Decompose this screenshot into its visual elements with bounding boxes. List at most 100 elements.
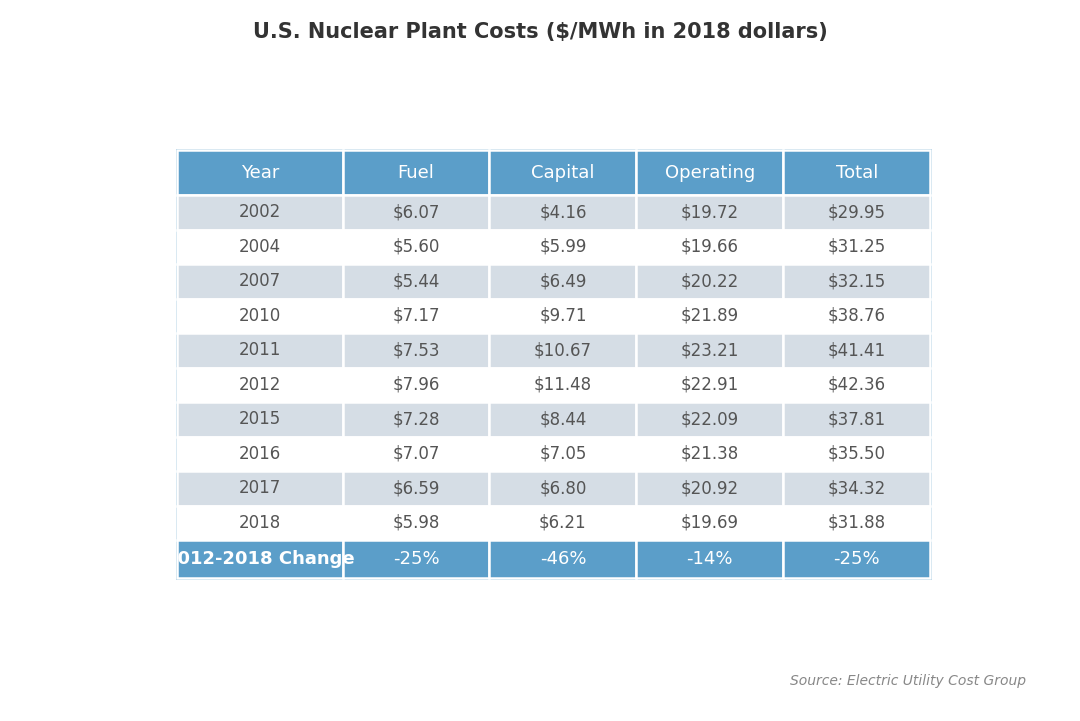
Text: $34.32: $34.32 xyxy=(827,479,886,497)
Bar xyxy=(636,540,783,578)
Text: $7.96: $7.96 xyxy=(392,376,440,394)
Bar xyxy=(636,151,783,195)
Text: $38.76: $38.76 xyxy=(827,307,886,325)
Bar xyxy=(342,298,489,333)
Bar xyxy=(636,505,783,540)
Bar xyxy=(342,472,489,505)
Text: $31.25: $31.25 xyxy=(827,238,886,256)
Text: -14%: -14% xyxy=(687,550,733,568)
Text: 2018: 2018 xyxy=(239,514,281,532)
Bar xyxy=(342,151,489,195)
Bar xyxy=(489,402,636,437)
Bar xyxy=(783,151,930,195)
Bar xyxy=(177,437,342,472)
Bar xyxy=(783,333,930,368)
Text: $21.89: $21.89 xyxy=(680,307,739,325)
Text: $20.92: $20.92 xyxy=(680,479,739,497)
Bar xyxy=(783,298,930,333)
Bar xyxy=(489,298,636,333)
Text: $8.44: $8.44 xyxy=(539,410,586,428)
Text: Year: Year xyxy=(241,164,279,182)
Bar xyxy=(177,368,342,402)
Bar xyxy=(342,333,489,368)
Text: U.S. Nuclear Plant Costs ($/MWh in 2018 dollars): U.S. Nuclear Plant Costs ($/MWh in 2018 … xyxy=(253,22,827,43)
Text: Fuel: Fuel xyxy=(397,164,434,182)
Text: $7.05: $7.05 xyxy=(539,445,586,463)
Bar xyxy=(636,333,783,368)
Bar xyxy=(489,505,636,540)
Text: $31.88: $31.88 xyxy=(827,514,886,532)
Bar xyxy=(489,333,636,368)
Text: $6.80: $6.80 xyxy=(539,479,586,497)
Bar xyxy=(636,195,783,230)
Text: $21.38: $21.38 xyxy=(680,445,739,463)
Bar xyxy=(783,472,930,505)
Text: $7.17: $7.17 xyxy=(392,307,440,325)
Bar xyxy=(342,437,489,472)
Text: $29.95: $29.95 xyxy=(827,203,886,221)
Bar xyxy=(489,151,636,195)
Text: $10.67: $10.67 xyxy=(534,342,592,360)
Text: $19.72: $19.72 xyxy=(680,203,739,221)
Text: $4.16: $4.16 xyxy=(539,203,586,221)
Text: $5.60: $5.60 xyxy=(392,238,440,256)
Text: $23.21: $23.21 xyxy=(680,342,739,360)
Text: Capital: Capital xyxy=(531,164,595,182)
Text: $6.49: $6.49 xyxy=(539,273,586,291)
Text: $5.98: $5.98 xyxy=(392,514,440,532)
Text: $7.28: $7.28 xyxy=(392,410,440,428)
Bar xyxy=(177,505,342,540)
Bar xyxy=(342,230,489,264)
Text: $22.91: $22.91 xyxy=(680,376,739,394)
Bar xyxy=(489,195,636,230)
Text: $7.07: $7.07 xyxy=(392,445,440,463)
Text: $19.66: $19.66 xyxy=(680,238,739,256)
Text: -25%: -25% xyxy=(834,550,880,568)
Text: $42.36: $42.36 xyxy=(827,376,886,394)
Text: Source: Electric Utility Cost Group: Source: Electric Utility Cost Group xyxy=(789,674,1026,689)
Text: 2011: 2011 xyxy=(239,342,281,360)
Text: $6.07: $6.07 xyxy=(392,203,440,221)
Bar xyxy=(783,505,930,540)
Text: $32.15: $32.15 xyxy=(827,273,886,291)
Text: $5.99: $5.99 xyxy=(539,238,586,256)
Bar xyxy=(489,230,636,264)
Bar xyxy=(489,437,636,472)
Bar xyxy=(177,151,342,195)
Bar xyxy=(342,195,489,230)
Bar xyxy=(342,402,489,437)
Bar xyxy=(177,264,342,298)
Bar xyxy=(489,540,636,578)
Text: 2016: 2016 xyxy=(239,445,281,463)
Text: $6.21: $6.21 xyxy=(539,514,586,532)
Bar xyxy=(636,368,783,402)
Text: $37.81: $37.81 xyxy=(827,410,886,428)
Text: -25%: -25% xyxy=(393,550,440,568)
Bar xyxy=(783,230,930,264)
Text: 2012: 2012 xyxy=(239,376,281,394)
Text: 2017: 2017 xyxy=(239,479,281,497)
Text: 2007: 2007 xyxy=(239,273,281,291)
Text: 2002: 2002 xyxy=(239,203,281,221)
Bar xyxy=(783,195,930,230)
Bar xyxy=(636,298,783,333)
Bar xyxy=(783,368,930,402)
Text: Total: Total xyxy=(836,164,878,182)
Text: 2015: 2015 xyxy=(239,410,281,428)
Bar xyxy=(342,264,489,298)
Bar xyxy=(783,264,930,298)
Bar xyxy=(177,402,342,437)
Bar xyxy=(177,540,342,578)
Bar xyxy=(342,540,489,578)
Bar xyxy=(177,151,930,578)
Bar xyxy=(177,472,342,505)
Bar xyxy=(783,437,930,472)
Bar xyxy=(636,264,783,298)
Text: Operating: Operating xyxy=(664,164,755,182)
Bar xyxy=(636,230,783,264)
Bar xyxy=(489,472,636,505)
Text: $11.48: $11.48 xyxy=(534,376,592,394)
Text: $35.50: $35.50 xyxy=(827,445,886,463)
Text: $19.69: $19.69 xyxy=(680,514,739,532)
Text: $7.53: $7.53 xyxy=(392,342,440,360)
